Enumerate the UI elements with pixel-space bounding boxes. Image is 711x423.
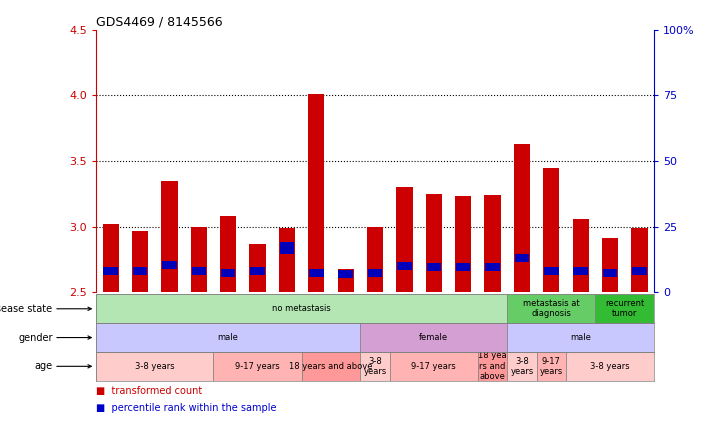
Bar — [572, 219, 589, 292]
Text: 18 years and above: 18 years and above — [289, 362, 373, 371]
Bar — [595, 294, 654, 323]
Bar — [566, 352, 654, 381]
Text: metastasis at
diagnosis: metastasis at diagnosis — [523, 299, 579, 319]
Bar — [544, 267, 559, 275]
Text: 18 yea
rs and
above: 18 yea rs and above — [479, 352, 507, 381]
Text: ■  percentile rank within the sample: ■ percentile rank within the sample — [96, 403, 277, 413]
Bar — [213, 352, 301, 381]
Bar — [250, 267, 264, 275]
Text: 9-17
years: 9-17 years — [540, 357, 563, 376]
Text: gender: gender — [18, 332, 53, 343]
Bar — [132, 231, 148, 292]
Bar — [537, 352, 566, 381]
Bar — [279, 242, 294, 254]
Bar — [397, 262, 412, 270]
Text: 3-8
years: 3-8 years — [363, 357, 387, 376]
Bar — [279, 228, 295, 292]
Bar — [133, 267, 147, 275]
Text: 9-17 years: 9-17 years — [412, 362, 456, 371]
Text: male: male — [570, 333, 591, 342]
Bar — [478, 352, 507, 381]
Text: female: female — [419, 333, 449, 342]
Text: 3-8
years: 3-8 years — [510, 357, 533, 376]
Bar — [338, 269, 354, 292]
Bar — [631, 228, 648, 292]
Bar — [103, 267, 118, 275]
Text: 3-8 years: 3-8 years — [135, 362, 174, 371]
Bar — [161, 181, 178, 292]
Text: male: male — [218, 333, 239, 342]
Bar — [96, 294, 507, 323]
Text: ■  transformed count: ■ transformed count — [96, 386, 202, 396]
Text: 3-8 years: 3-8 years — [590, 362, 630, 371]
Text: recurrent
tumor: recurrent tumor — [605, 299, 644, 319]
Bar — [507, 323, 654, 352]
Bar — [484, 195, 501, 292]
Bar — [455, 196, 471, 292]
Bar — [221, 269, 235, 277]
Bar — [602, 239, 618, 292]
Bar — [360, 323, 507, 352]
Bar — [250, 244, 266, 292]
Bar — [486, 264, 500, 271]
Bar — [427, 264, 441, 271]
Bar — [507, 294, 595, 323]
Text: GDS4469 / 8145566: GDS4469 / 8145566 — [96, 16, 223, 28]
Bar — [338, 270, 353, 278]
Bar — [543, 168, 560, 292]
Bar — [426, 194, 442, 292]
Bar — [515, 254, 529, 262]
Bar — [396, 187, 412, 292]
Bar — [309, 269, 324, 277]
Bar — [301, 352, 360, 381]
Bar — [191, 227, 207, 292]
Bar — [162, 261, 177, 269]
Bar — [191, 267, 206, 275]
Bar — [367, 227, 383, 292]
Text: disease state: disease state — [0, 304, 53, 314]
Text: age: age — [35, 361, 53, 371]
Bar — [220, 216, 236, 292]
Bar — [360, 352, 390, 381]
Bar — [507, 352, 537, 381]
Text: no metastasis: no metastasis — [272, 304, 331, 313]
Bar — [514, 144, 530, 292]
Bar — [96, 323, 360, 352]
Text: 9-17 years: 9-17 years — [235, 362, 280, 371]
Bar — [102, 224, 119, 292]
Bar — [603, 269, 617, 277]
Bar — [368, 269, 383, 277]
Bar — [96, 352, 213, 381]
Bar — [309, 94, 324, 292]
Bar — [632, 267, 647, 275]
Bar — [390, 352, 478, 381]
Bar — [573, 267, 588, 275]
Bar — [456, 264, 471, 271]
